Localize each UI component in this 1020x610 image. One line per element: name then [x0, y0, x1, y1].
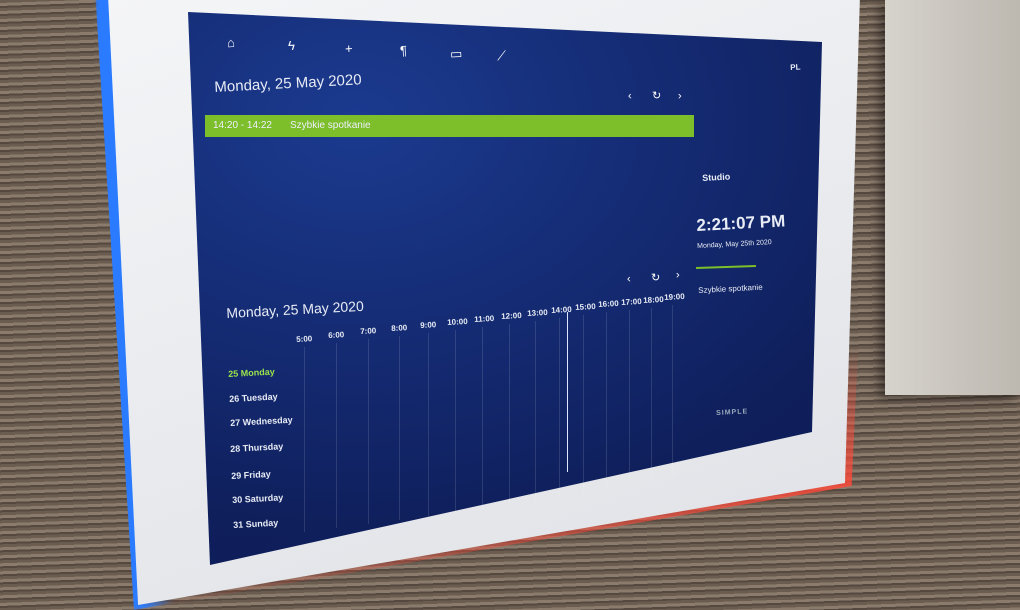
hour-label: 18:00 — [643, 294, 664, 305]
restaurant-icon[interactable]: ¶ — [399, 42, 408, 59]
prev-button[interactable]: ‹ — [627, 89, 632, 103]
hour-gridline — [629, 310, 630, 484]
hour-label: 5:00 — [296, 334, 313, 344]
hour-label: 12:00 — [501, 310, 522, 321]
week-next-button[interactable]: › — [675, 268, 680, 282]
next-button[interactable]: › — [677, 89, 682, 103]
hour-gridline — [368, 339, 369, 524]
hour-label: 9:00 — [420, 320, 437, 330]
hour-label: 17:00 — [621, 296, 642, 307]
monitor-icon[interactable]: ▭ — [449, 45, 463, 62]
event-time: 14:20 - 14:22 — [213, 120, 272, 131]
hour-gridline — [672, 305, 673, 476]
hour-gridline — [583, 315, 584, 492]
hour-gridline — [428, 333, 429, 516]
hour-label: 15:00 — [575, 301, 596, 312]
hour-label: 14:00 — [551, 304, 572, 315]
event-bar[interactable]: 14:20 - 14:22 Szybkie spotkanie — [205, 115, 694, 137]
hour-label: 10:00 — [447, 316, 468, 327]
hour-label: 13:00 — [527, 307, 548, 318]
week-prev-button[interactable]: ‹ — [626, 272, 631, 286]
hour-gridline — [606, 312, 607, 488]
wall-panel — [885, 0, 1020, 395]
hour-label: 11:00 — [474, 313, 495, 324]
brush-icon[interactable]: ⟋ — [496, 47, 507, 64]
hour-gridline — [482, 327, 483, 508]
hour-label: 19:00 — [664, 291, 685, 302]
hour-gridline — [304, 347, 305, 532]
day-label[interactable]: 29 Friday — [231, 468, 272, 481]
event-title: Szybkie spotkanie — [290, 120, 371, 131]
now-line — [567, 312, 568, 472]
hour-gridline — [535, 321, 536, 500]
hour-gridline — [651, 308, 652, 480]
plus-icon[interactable]: + — [344, 40, 353, 57]
hour-gridline — [559, 318, 560, 496]
week-refresh-button[interactable]: ↻ — [650, 271, 661, 285]
room-name: Studio — [702, 171, 731, 183]
hour-label: 6:00 — [328, 330, 345, 340]
home-icon[interactable]: ⌂ — [226, 34, 236, 51]
hour-label: 7:00 — [360, 326, 377, 336]
hour-label: 16:00 — [598, 298, 619, 309]
hour-label: 8:00 — [391, 323, 408, 333]
hour-gridline — [399, 336, 400, 520]
refresh-button[interactable]: ↻ — [651, 89, 662, 103]
hour-gridline — [336, 343, 337, 528]
hour-gridline — [455, 330, 456, 512]
language-button[interactable]: PL — [790, 62, 801, 72]
hour-gridline — [509, 324, 510, 504]
bolt-icon[interactable]: ϟ — [287, 37, 296, 54]
